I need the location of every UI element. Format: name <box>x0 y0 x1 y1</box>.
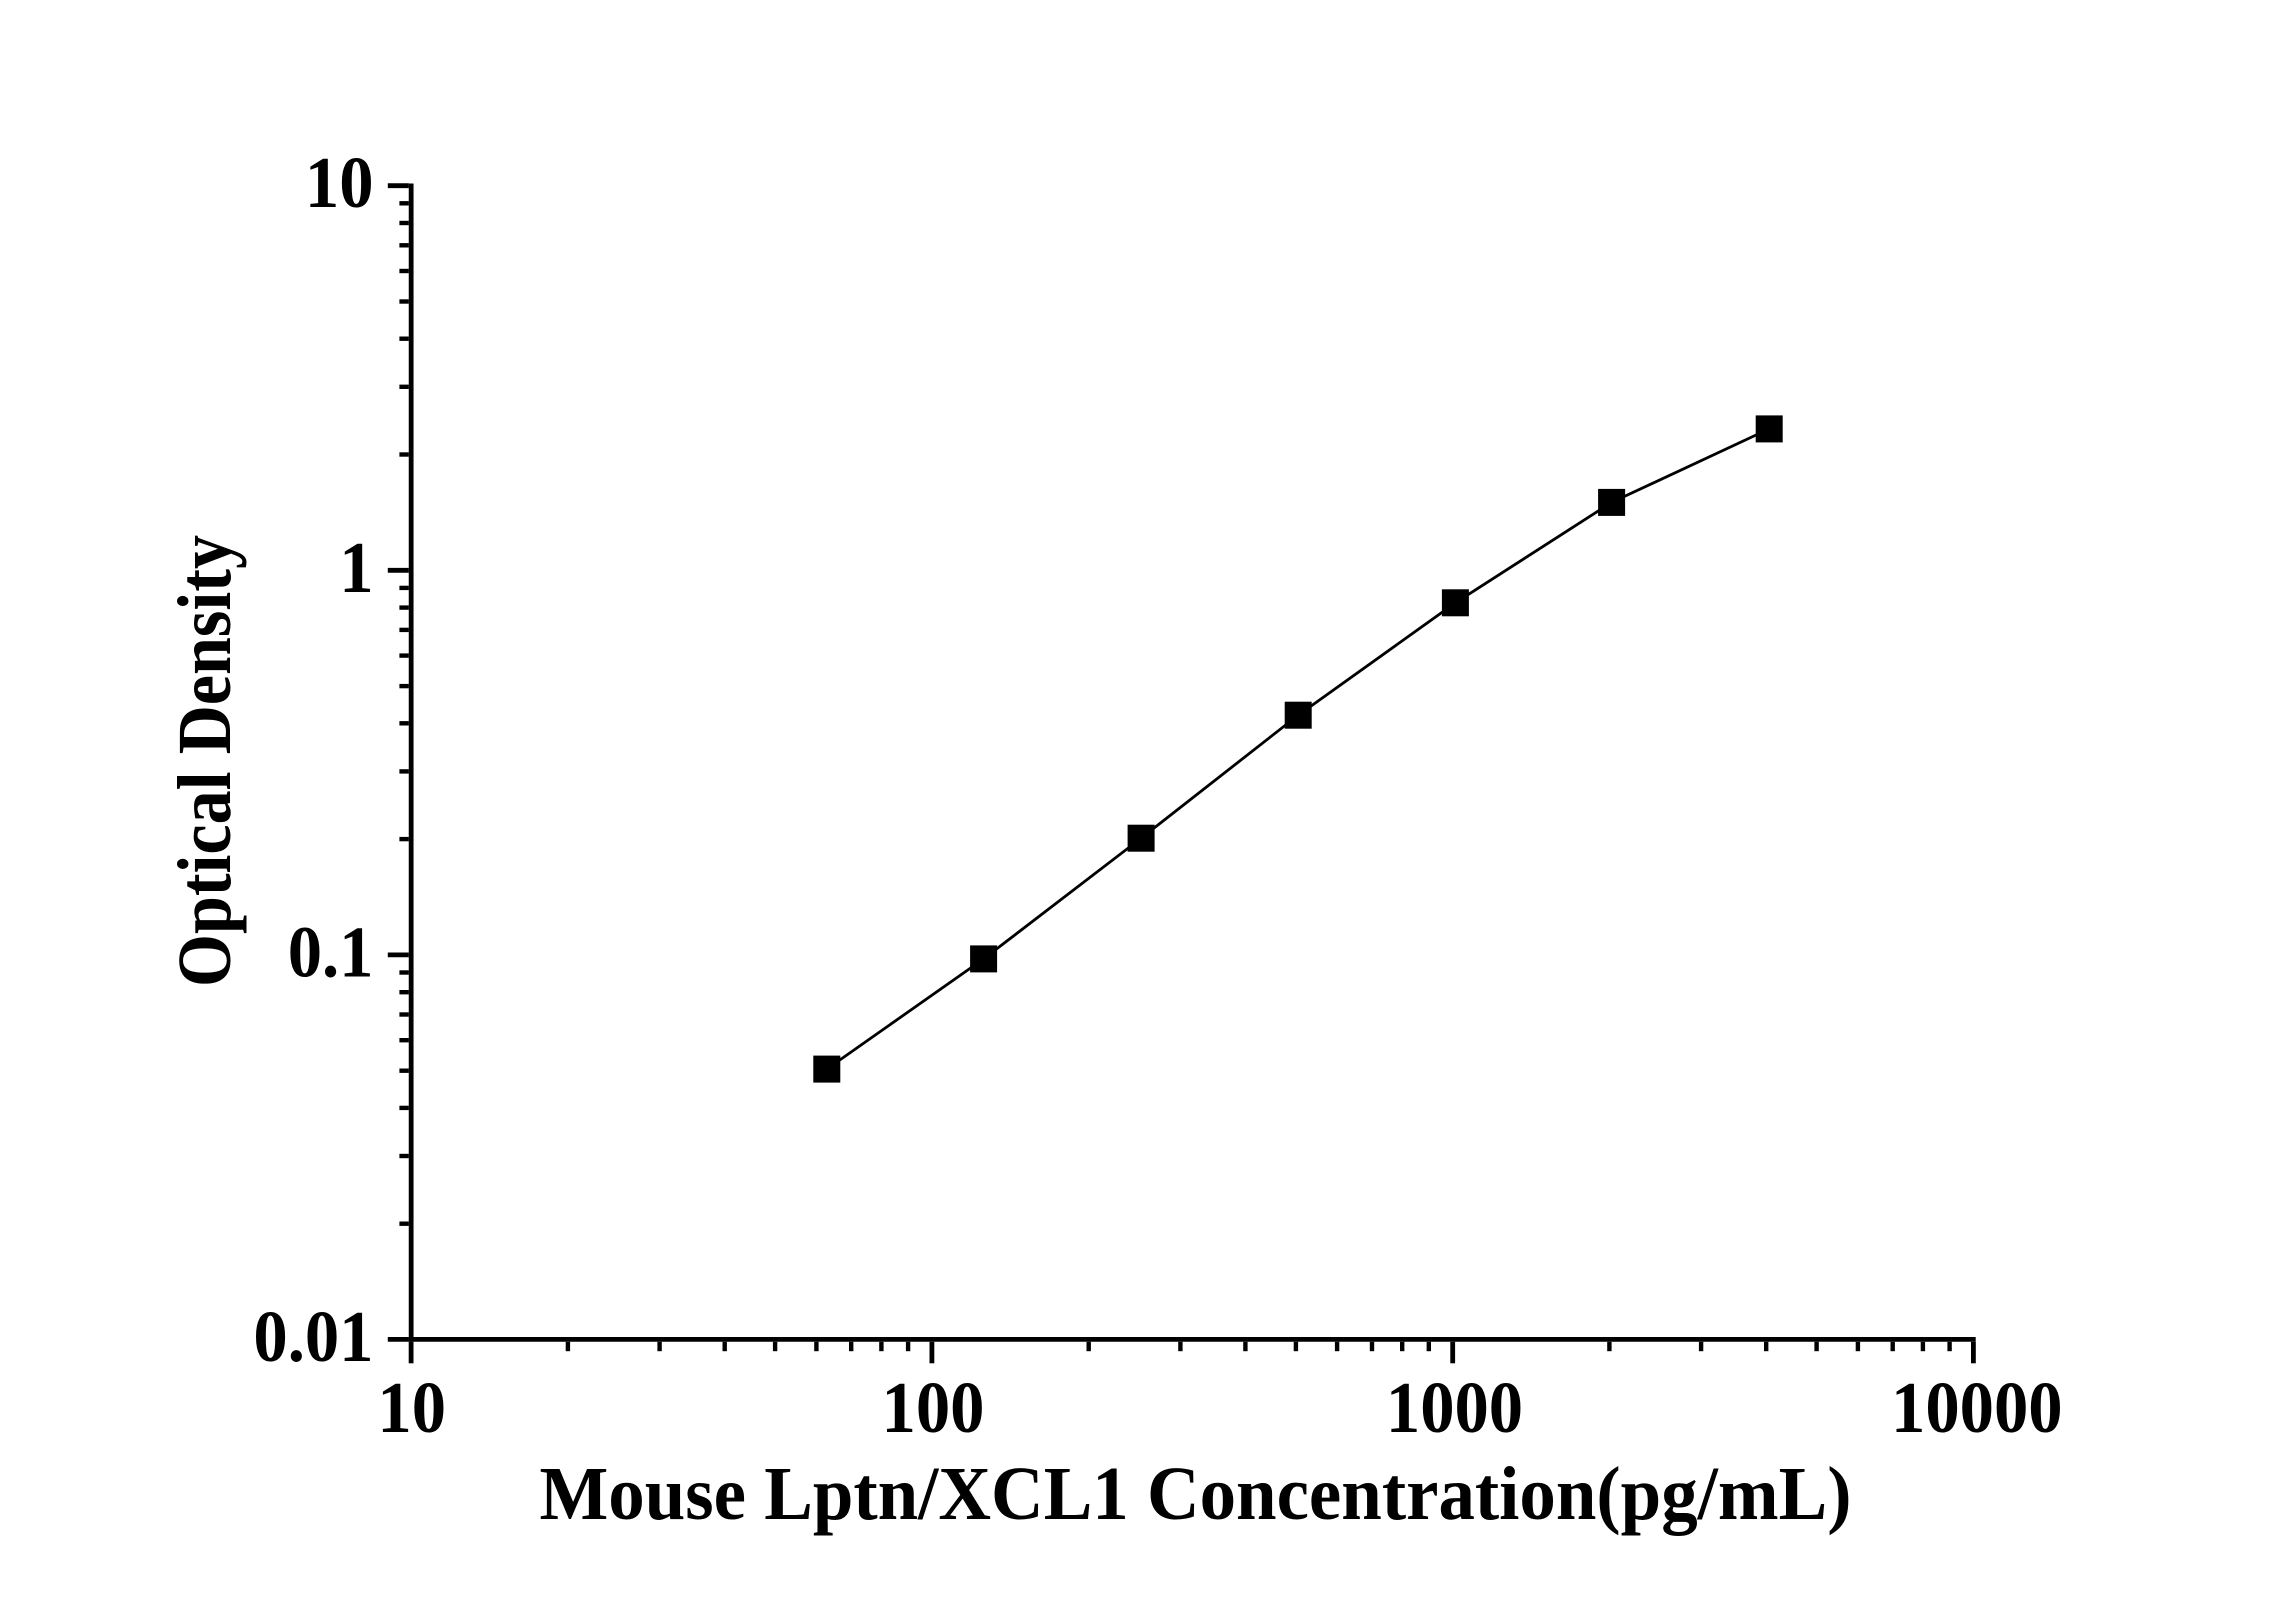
svg-text:10: 10 <box>305 142 374 223</box>
svg-text:1: 1 <box>339 527 373 608</box>
svg-text:10: 10 <box>377 1367 446 1448</box>
svg-text:10000: 10000 <box>1891 1367 2063 1448</box>
svg-text:1000: 1000 <box>1386 1367 1523 1448</box>
svg-text:Mouse Lptn/XCL1 Concentration(: Mouse Lptn/XCL1 Concentration(pg/mL) <box>540 1452 1852 1536</box>
svg-text:0.01: 0.01 <box>253 1296 373 1377</box>
svg-text:100: 100 <box>882 1367 985 1448</box>
svg-text:Optical Density: Optical Density <box>163 535 247 987</box>
svg-text:0.1: 0.1 <box>288 911 374 992</box>
